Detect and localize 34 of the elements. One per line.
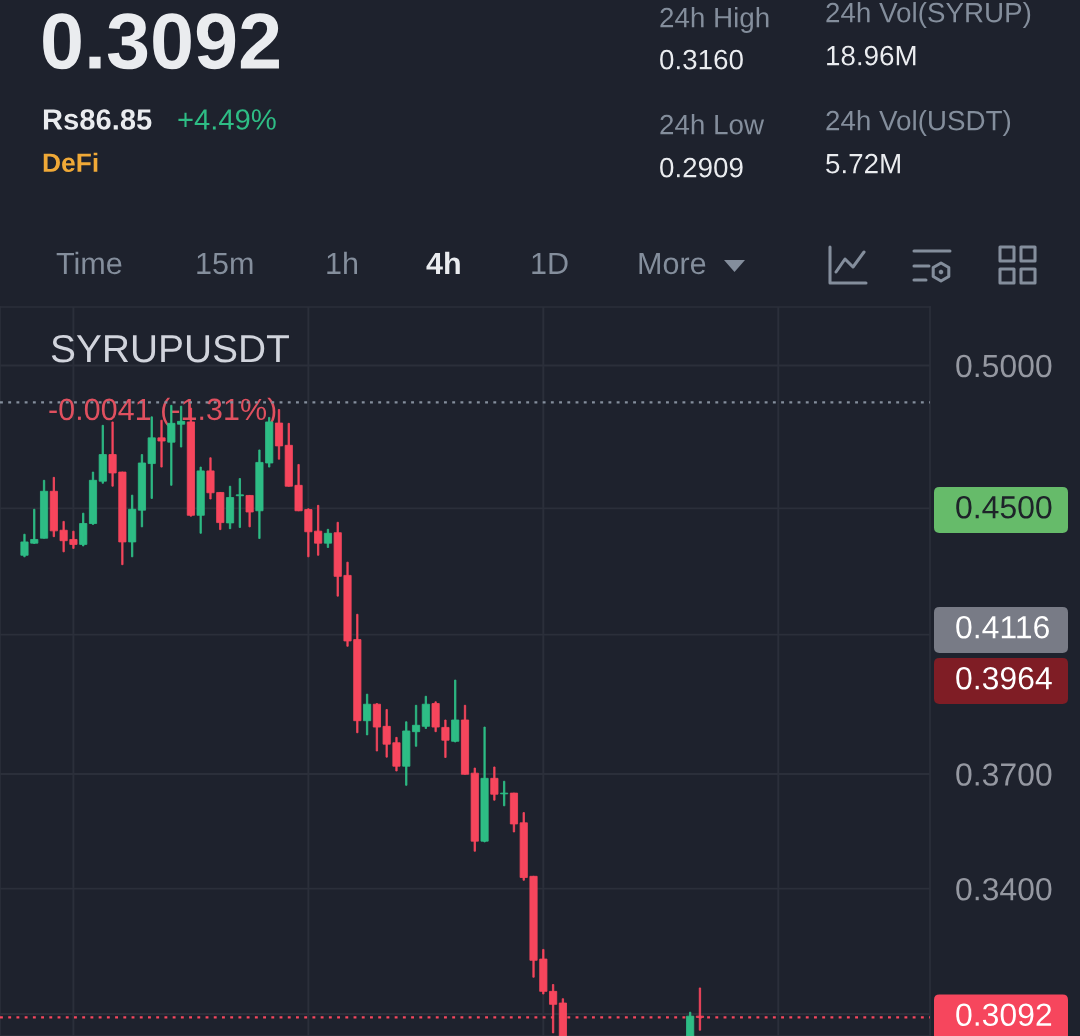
y-tick-label: 0.5000 — [956, 354, 1052, 378]
text: 0.3964 — [956, 666, 1052, 690]
text: Time — [56, 251, 122, 275]
text: 5.72M — [826, 153, 900, 174]
text: 0.2909 — [660, 157, 743, 178]
candlestick — [245, 495, 254, 528]
text: 24h Vol(SYRUP) — [826, 2, 1031, 28]
candlestick — [480, 726, 489, 843]
candlestick — [196, 466, 205, 534]
ref-line-label: 0.3092 — [956, 1003, 1052, 1027]
text: 0.4500 — [956, 495, 1052, 519]
text: 18.96M — [827, 45, 916, 66]
text: 1D — [532, 252, 568, 274]
text: +4.49% — [178, 109, 276, 130]
candlestick — [98, 424, 107, 484]
text: 1h — [327, 251, 357, 274]
candlestick — [490, 766, 499, 801]
text: 4h — [426, 251, 460, 274]
text: SYRUPUSDT — [51, 334, 289, 363]
text: 24h Vol(USDT) — [826, 110, 1011, 136]
candlestick — [451, 679, 460, 743]
text: 0.3092 — [43, 13, 279, 70]
text: More — [639, 252, 706, 275]
text: Rs86.85 — [43, 109, 152, 130]
text: 24h Low — [660, 114, 765, 135]
y-tick-label: 0.3400 — [956, 877, 1052, 901]
text: DeFi — [43, 152, 98, 173]
y-tick-label: 0.3700 — [956, 763, 1052, 786]
text: 0.3160 — [660, 49, 743, 70]
text: 24h High — [660, 7, 769, 33]
candlestick — [235, 478, 244, 528]
text: 15m — [197, 252, 253, 275]
candlestick — [500, 780, 509, 807]
text: 0.4116 — [956, 615, 1049, 639]
